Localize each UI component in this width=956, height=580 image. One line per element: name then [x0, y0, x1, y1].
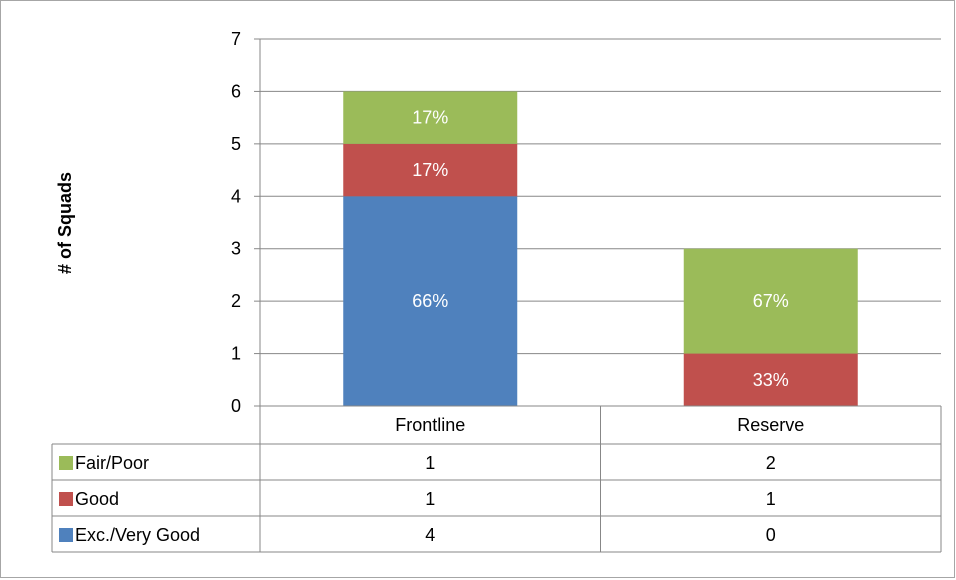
y-tick-label: 4	[231, 186, 241, 206]
bar-segment	[683, 353, 858, 406]
x-category-label: Reserve	[737, 415, 804, 435]
bar-data-label: 17%	[412, 108, 448, 128]
bar-data-label: 67%	[753, 291, 789, 311]
table-cell-value: 1	[425, 489, 435, 509]
y-tick-label: 0	[231, 396, 241, 416]
table-cell-value: 1	[425, 453, 435, 473]
legend-label: Fair/Poor	[75, 453, 149, 473]
legend-key	[59, 492, 73, 506]
legend-key	[59, 528, 73, 542]
bar-segment	[683, 248, 858, 354]
bar-segment	[343, 143, 518, 197]
y-tick-label: 7	[231, 29, 241, 49]
legend-key	[59, 456, 73, 470]
bar-data-label: 33%	[753, 370, 789, 390]
x-category-label: Frontline	[395, 415, 465, 435]
bar-segment	[343, 196, 518, 406]
y-tick-label: 3	[231, 239, 241, 259]
bars: 66% 17% 17% 33% 67%	[343, 91, 858, 406]
y-tick-label: 1	[231, 344, 241, 364]
bar-segment	[343, 91, 518, 144]
table-cell-value: 4	[425, 525, 435, 545]
legend-label: Good	[75, 489, 119, 509]
legend-label: Exc./Very Good	[75, 525, 200, 545]
y-tick-label: 5	[231, 134, 241, 154]
bar-data-label: 66%	[412, 291, 448, 311]
y-axis-title: # of Squads	[55, 172, 75, 274]
table-cell-value: 0	[766, 525, 776, 545]
bar-data-label: 17%	[412, 160, 448, 180]
y-tick-label: 2	[231, 291, 241, 311]
axes: 0 1 2 3 4 5 6 7	[231, 29, 261, 416]
table-cell-value: 1	[766, 489, 776, 509]
data-table: Frontline Reserve Fair/Poor 1 2 Good 1 1 Exc./Ve…	[51, 405, 942, 553]
table-cell-value: 2	[766, 453, 776, 473]
y-tick-label: 6	[231, 81, 241, 101]
